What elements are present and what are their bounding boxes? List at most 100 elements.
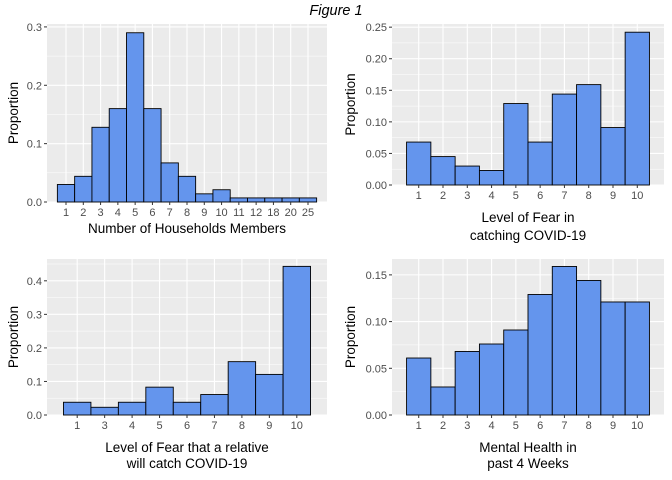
bar-4 (478, 170, 505, 186)
x-tick-label: 11 (233, 207, 244, 219)
bar-11 (229, 197, 248, 203)
bar-9 (195, 193, 214, 203)
x-tick-label: 5 (132, 207, 138, 219)
x-tick-label: 8 (239, 420, 245, 432)
bar-1 (406, 141, 432, 186)
bar-3 (454, 351, 480, 416)
x-tick-label: 8 (586, 420, 592, 432)
bar-10 (282, 265, 311, 416)
x-tick-label: 1 (416, 190, 422, 202)
chart-top-right: 0.00 0.05 0.10 0.15 0.20 0.25 1 2 3 4 5 6 7 8 9 10 Propo… (343, 22, 664, 243)
x-tick-label: 7 (561, 190, 567, 202)
y-tick-label: 0.1 (27, 139, 42, 151)
x-tick-label: 8 (586, 190, 592, 202)
y-tick-label: 0.1 (27, 376, 42, 388)
bar-1 (406, 357, 432, 416)
y-tick-label: 0.3 (27, 22, 42, 34)
x-axis-title: will catch COVID-19 (126, 456, 248, 471)
x-tick-label: 6 (184, 420, 190, 432)
x-tick-label: 3 (102, 420, 108, 432)
x-tick-label: 1 (74, 420, 80, 432)
bar-8 (576, 280, 602, 416)
y-tick-label: 0.00 (366, 180, 387, 192)
bar-8 (576, 84, 602, 186)
x-tick-label: 6 (149, 207, 155, 219)
x-tick-label: 3 (464, 190, 470, 202)
y-tick-label: 0.0 (27, 410, 42, 422)
bar-5 (503, 329, 529, 416)
x-tick-label: 5 (513, 420, 519, 432)
x-tick-label: 1 (63, 207, 69, 219)
x-tick-label: 10 (631, 420, 643, 432)
y-axis-title: Proportion (343, 73, 358, 135)
bar-2 (430, 386, 456, 416)
x-tick-label: 9 (266, 420, 272, 432)
x-tick-label: 5 (156, 420, 162, 432)
x-tick-label: 18 (267, 207, 279, 219)
bar-3 (454, 165, 480, 186)
y-tick-label: 0.10 (366, 317, 387, 329)
bar-12 (247, 197, 266, 203)
bar-4 (117, 401, 147, 416)
bar-25 (298, 197, 318, 203)
x-axis-title: past 4 Weeks (487, 456, 569, 471)
y-tick-label: 0.00 (366, 410, 387, 422)
x-tick-label: 3 (464, 420, 470, 432)
x-tick-label: 20 (285, 207, 297, 219)
bar-9 (600, 301, 626, 416)
x-tick-label: 9 (610, 420, 616, 432)
x-tick-label: 2 (80, 207, 86, 219)
x-tick-label: 25 (302, 207, 314, 219)
x-tick-label: 3 (98, 207, 104, 219)
bar-10 (624, 301, 650, 416)
x-axis-title: Mental Health in (479, 440, 577, 455)
x-axis-title: Level of Fear in (481, 210, 574, 225)
figure-title: Figure 1 (309, 3, 363, 19)
bar-6 (172, 401, 202, 416)
bar-4 (478, 343, 505, 416)
y-tick-label: 0.05 (366, 148, 387, 160)
x-tick-label: 9 (610, 190, 616, 202)
bar-7 (160, 162, 179, 203)
y-tick-label: 0.2 (27, 80, 42, 92)
x-tick-label: 10 (291, 420, 303, 432)
bar-7 (551, 93, 578, 186)
bar-5 (126, 32, 145, 203)
y-tick-label: 0.4 (27, 276, 42, 288)
chart-top-left: 0.00.10.20.31 2 3 4 5 6 7 8 9 10 11 12 18 20 25Proport… (6, 22, 327, 236)
bar-9 (600, 127, 626, 186)
y-tick-label: 0.05 (366, 363, 387, 375)
y-tick-label: 0.15 (366, 85, 387, 97)
x-tick-label: 10 (631, 190, 643, 202)
bar-2 (430, 156, 456, 186)
x-axis-title: Level of Fear that a relative (105, 440, 269, 455)
x-tick-label: 9 (201, 207, 207, 219)
bar-7 (200, 394, 229, 416)
bar-5 (145, 386, 174, 416)
x-tick-label: 10 (215, 207, 227, 219)
x-tick-label: 5 (513, 190, 519, 202)
y-tick-label: 0.20 (366, 54, 387, 66)
x-tick-label: 4 (489, 190, 495, 202)
bar-3 (90, 406, 119, 416)
bar-5 (503, 103, 529, 186)
x-tick-label: 7 (561, 420, 567, 432)
chart-bottom-right: 0.00 0.05 0.10 0.15 1 2 3 4 5 6 7 8 9 10 Proportion Men… (343, 259, 664, 471)
bar-2 (74, 175, 93, 203)
y-tick-label: 0.3 (27, 309, 42, 321)
x-axis-title: catching COVID-19 (470, 228, 586, 243)
bar-6 (527, 294, 553, 416)
x-tick-label: 7 (211, 420, 217, 432)
chart-bottom-left: 0.0 0.1 0.2 0.3 0.4 1 3 4 5 6 7 8 9 10 Proportion Level… (6, 259, 327, 471)
y-axis-title: Proportion (6, 306, 21, 368)
x-tick-label: 12 (250, 207, 262, 219)
x-tick-label: 4 (115, 207, 121, 219)
x-tick-label: 2 (440, 420, 446, 432)
bar-3 (91, 126, 110, 203)
x-axis-title: Number of Households Members (88, 221, 286, 236)
bar-9 (255, 373, 284, 416)
bar-6 (143, 108, 162, 203)
bar-8 (227, 361, 257, 416)
bar-7 (551, 266, 578, 416)
